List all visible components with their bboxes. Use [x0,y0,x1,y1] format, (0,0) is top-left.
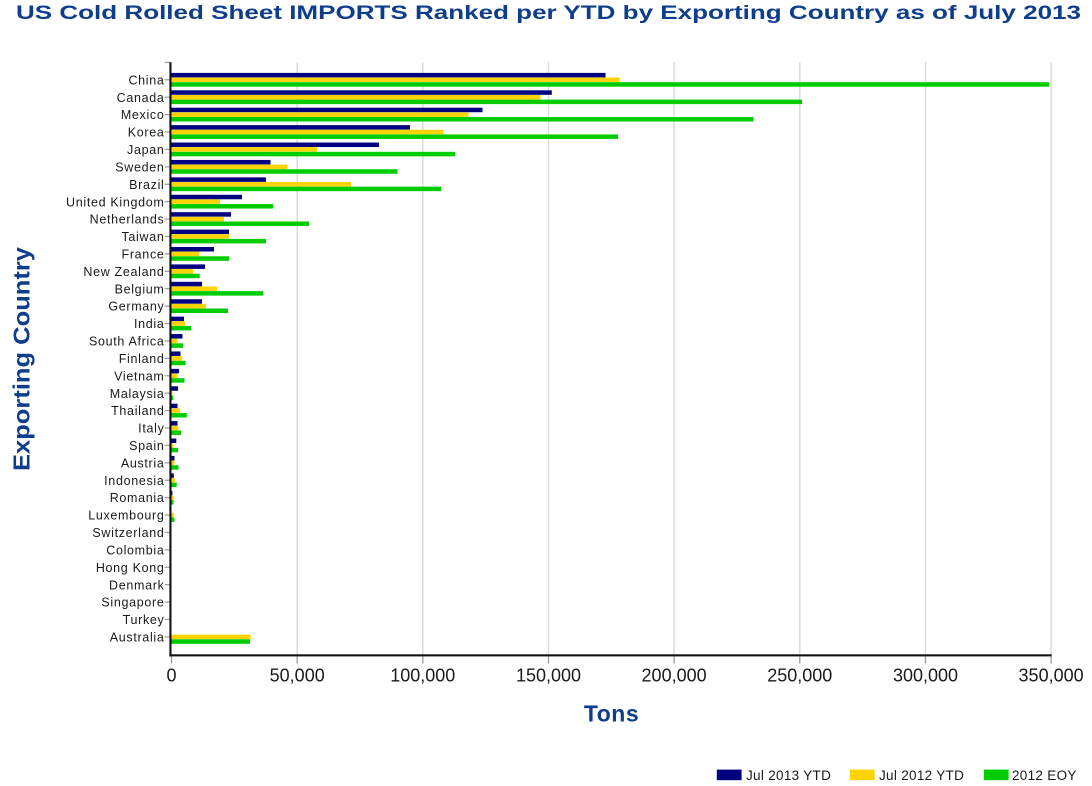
svg-text:Finland: Finland [119,352,165,366]
svg-text:Denmark: Denmark [109,578,165,592]
svg-text:France: France [122,248,165,262]
svg-text:Australia: Australia [110,631,165,645]
svg-text:United Kingdom: United Kingdom [66,195,164,209]
svg-text:Turkey: Turkey [123,613,165,627]
svg-text:Switzerland: Switzerland [92,526,164,540]
svg-text:Vietnam: Vietnam [114,369,164,383]
svg-text:Jul 2013 YTD: Jul 2013 YTD [746,768,831,783]
svg-text:200,000: 200,000 [642,665,707,685]
svg-text:China: China [128,73,164,87]
svg-text:Sweden: Sweden [115,160,164,174]
svg-text:150,000: 150,000 [516,665,581,685]
svg-text:New Zealand: New Zealand [83,265,164,279]
svg-text:Singapore: Singapore [101,596,164,610]
svg-text:Spain: Spain [129,439,164,453]
svg-text:100,000: 100,000 [390,665,455,685]
svg-text:Tons: Tons [584,701,639,727]
svg-text:Belgium: Belgium [115,282,165,296]
svg-text:Canada: Canada [117,91,165,105]
svg-text:Japan: Japan [127,143,164,157]
svg-text:Hong Kong: Hong Kong [96,561,165,575]
svg-text:Thailand: Thailand [111,404,164,418]
svg-text:0: 0 [166,665,176,685]
svg-text:350,000: 350,000 [1019,665,1084,685]
svg-text:Brazil: Brazil [129,178,164,192]
svg-text:US Cold Rolled Sheet IMPORTS R: US Cold Rolled Sheet IMPORTS Ranked per … [16,3,1081,24]
svg-text:India: India [134,317,165,331]
svg-text:Austria: Austria [121,456,165,470]
svg-text:Taiwan: Taiwan [122,230,165,244]
svg-text:Luxembourg: Luxembourg [88,509,164,523]
svg-text:Mexico: Mexico [121,108,165,122]
svg-text:Colombia: Colombia [106,543,164,557]
svg-text:250,000: 250,000 [767,665,832,685]
svg-text:Exporting Country: Exporting Country [9,247,35,471]
svg-text:Italy: Italy [138,422,164,436]
svg-text:Malaysia: Malaysia [110,387,165,401]
svg-text:300,000: 300,000 [893,665,958,685]
svg-text:Korea: Korea [128,126,165,140]
svg-text:South Africa: South Africa [89,335,165,349]
svg-text:Romania: Romania [110,491,165,505]
svg-text:Indonesia: Indonesia [104,474,164,488]
svg-text:2012 EOY: 2012 EOY [1012,768,1077,783]
svg-text:50,000: 50,000 [270,665,325,685]
svg-text:Germany: Germany [108,300,164,314]
svg-text:Netherlands: Netherlands [90,213,165,227]
svg-text:Jul 2012 YTD: Jul 2012 YTD [879,768,964,783]
